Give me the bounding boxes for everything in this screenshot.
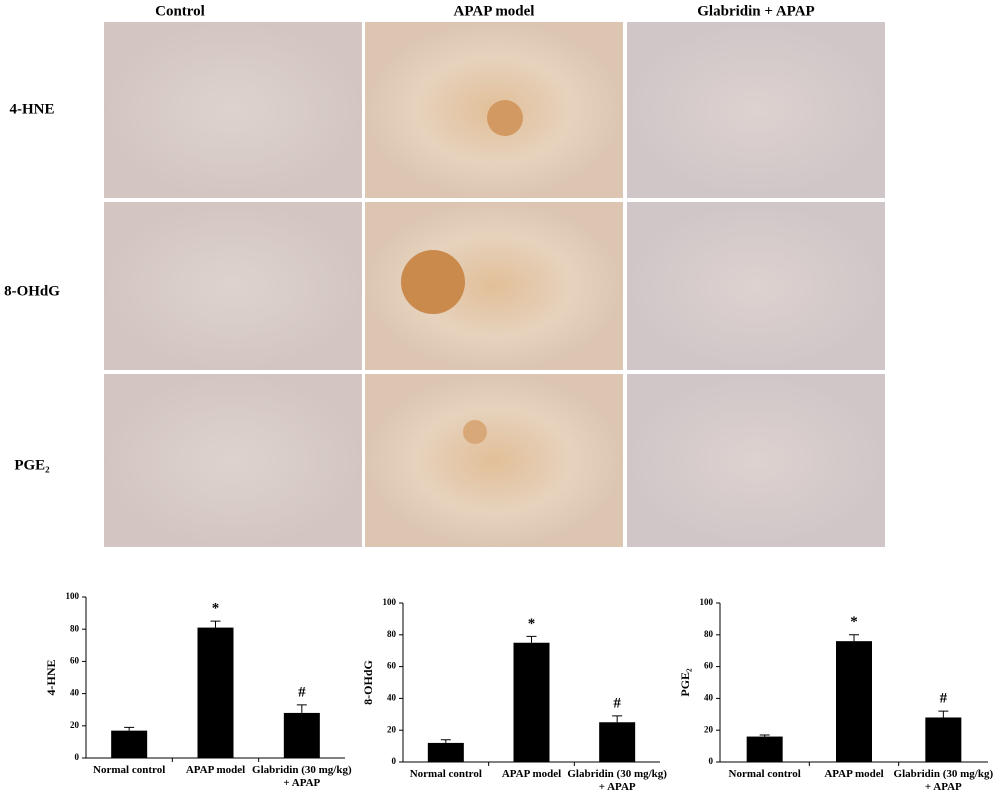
y-tick-label: 60 [387, 661, 397, 671]
row-label: 8-OHdG [4, 283, 60, 299]
micrograph [104, 202, 362, 370]
error-bar [612, 715, 623, 723]
stain-spot [463, 420, 487, 444]
y-tick-label: 0 [75, 752, 80, 762]
bar [925, 717, 962, 762]
y-axis-label: PGE₂ [678, 668, 692, 697]
significance-marker: * [212, 601, 220, 617]
column-header: Glabridin + APAP [697, 3, 814, 19]
y-tick-label: 60 [704, 661, 714, 671]
y-axis-label: 4-HNE [44, 660, 58, 696]
y-tick-label: 20 [704, 724, 714, 734]
significance-marker: * [850, 614, 858, 630]
bar [427, 742, 464, 762]
significance-marker: # [940, 691, 948, 707]
micrograph [365, 374, 623, 547]
x-tick-label: Glabridin (30 mg/kg) + APAP [252, 764, 352, 789]
x-tick-label: APAP model [185, 764, 246, 776]
error-bar [526, 635, 537, 643]
y-tick-label: 100 [66, 591, 80, 601]
y-tick-label: 80 [387, 629, 397, 639]
significance-marker: # [298, 684, 306, 700]
y-tick-label: 80 [70, 623, 80, 633]
bar [197, 627, 234, 758]
error-bar [296, 704, 307, 713]
error-bar [759, 734, 770, 737]
significance-marker: # [613, 695, 621, 711]
stain-spot [487, 100, 523, 136]
bar [599, 722, 636, 762]
x-tick-label: Normal control [409, 768, 482, 780]
y-tick-label: 100 [383, 597, 397, 607]
significance-marker: * [528, 616, 536, 632]
error-bar [210, 620, 221, 628]
x-tick-label: APAP model [501, 768, 562, 780]
row-label: 4-HNE [10, 101, 55, 117]
bar [746, 736, 783, 762]
column-header: Control [155, 3, 205, 19]
bar [836, 641, 872, 762]
row-label: PGE₂ [14, 457, 50, 473]
x-tick-label: APAP model [824, 768, 884, 780]
error-bar [440, 739, 451, 743]
bar [283, 712, 320, 758]
y-tick-label: 100 [700, 597, 714, 607]
x-tick-label: Glabridin (30 mg/kg) + APAP [893, 768, 994, 793]
y-tick-label: 40 [387, 692, 397, 702]
y-axis-label: 8-OHdG [361, 660, 375, 705]
micrographs [104, 22, 885, 547]
error-bar [849, 634, 859, 642]
x-tick-label: Glabridin (30 mg/kg) + APAP [567, 768, 667, 793]
y-tick-label: 60 [70, 655, 80, 665]
error-bar [124, 726, 135, 731]
y-tick-label: 80 [704, 629, 714, 639]
micrograph [627, 202, 885, 370]
y-tick-label: 40 [70, 688, 80, 698]
stain-spot [401, 250, 465, 314]
micrograph [627, 22, 885, 198]
x-tick-label: Normal control [728, 768, 801, 780]
micrograph [104, 22, 362, 198]
error-bar [938, 710, 949, 718]
micrograph [627, 374, 885, 547]
y-tick-label: 0 [709, 756, 714, 766]
y-tick-label: 40 [704, 692, 714, 702]
bar [111, 730, 148, 758]
column-header: APAP model [454, 3, 535, 19]
y-tick-label: 20 [387, 724, 397, 734]
y-tick-label: 0 [392, 756, 397, 766]
micrograph [104, 374, 362, 547]
x-tick-label: Normal control [93, 764, 166, 776]
bar [513, 642, 550, 762]
y-tick-label: 20 [70, 720, 80, 730]
